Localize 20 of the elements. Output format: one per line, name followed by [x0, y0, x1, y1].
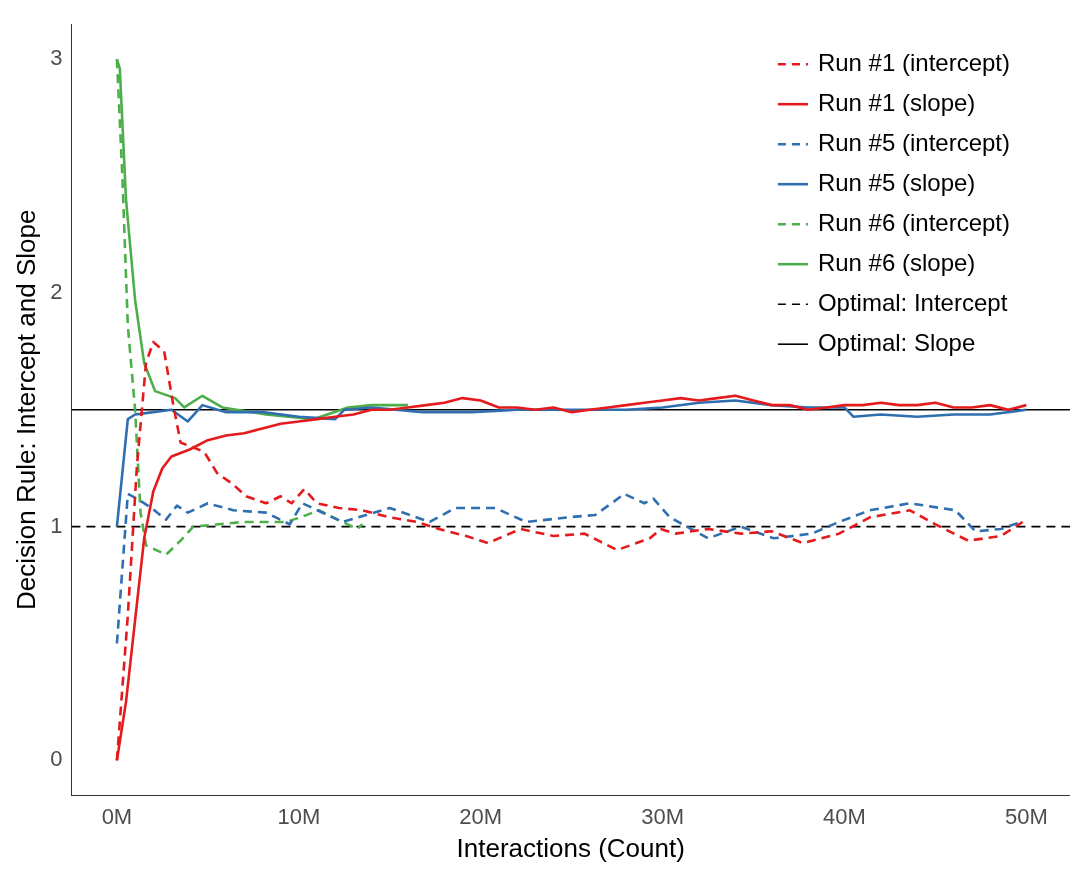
x-tick-label: 30M	[641, 803, 684, 829]
y-tick-label: 2	[50, 279, 63, 305]
legend-label: Optimal: Intercept	[817, 288, 1008, 316]
x-tick-label: 50M	[1004, 803, 1048, 829]
x-tick-label: 20M	[459, 803, 503, 829]
legend-label: Optimal: Slope	[817, 328, 976, 356]
y-tick-label: 3	[50, 45, 63, 71]
legend-label: Run #1 (slope)	[817, 88, 976, 116]
y-tick-label: 1	[50, 512, 63, 538]
legend-label: Run #6 (intercept)	[817, 208, 1010, 236]
x-tick-label: 0M	[101, 803, 133, 829]
legend-label: Run #5 (slope)	[817, 168, 976, 196]
x-tick-label: 40M	[823, 803, 866, 829]
y-tick-label: 0	[50, 746, 63, 772]
legend-label: Run #6 (slope)	[817, 248, 976, 276]
x-axis-title: Interactions (Count)	[456, 832, 685, 863]
legend-label: Run #5 (intercept)	[817, 128, 1010, 156]
legend-label: Run #1 (intercept)	[817, 48, 1010, 76]
x-tick-label: 10M	[277, 803, 321, 829]
y-axis-title: Decision Rule: Intercept and Slope	[10, 209, 41, 610]
